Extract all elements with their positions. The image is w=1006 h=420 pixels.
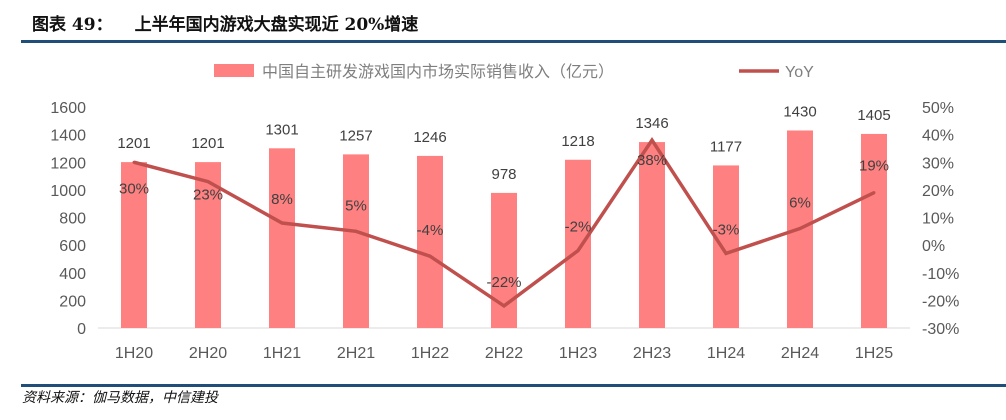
yoy-label: -2% xyxy=(565,219,592,236)
bar-value-label: 1257 xyxy=(339,127,372,144)
bar xyxy=(417,155,443,328)
bar-value-label: 1346 xyxy=(635,115,668,132)
bar-value-label: 1405 xyxy=(857,107,890,124)
x-tick-label: 2H20 xyxy=(189,345,227,362)
right-tick-label: 40% xyxy=(922,128,954,145)
yoy-label: 30% xyxy=(119,180,149,197)
bar-value-label: 1430 xyxy=(783,103,816,120)
bar xyxy=(861,133,887,328)
figure-title-text: 上半年国内游戏大盘实现近 20%增速 xyxy=(134,15,419,35)
yoy-label: 23% xyxy=(193,187,223,204)
x-tick-label: 2H24 xyxy=(781,345,819,362)
left-tick-label: 1400 xyxy=(50,128,86,145)
x-tick-label: 1H20 xyxy=(115,345,153,362)
top-rule xyxy=(21,40,1006,43)
yoy-label: 5% xyxy=(345,197,367,214)
bar xyxy=(343,154,369,328)
bar-value-label: 1177 xyxy=(710,138,742,155)
bar-value-label: 1201 xyxy=(191,135,224,152)
x-tick-label: 1H25 xyxy=(855,345,893,362)
bar xyxy=(121,162,147,328)
yoy-label: -22% xyxy=(486,274,521,291)
left-tick-label: 800 xyxy=(59,211,86,228)
yoy-point xyxy=(724,251,728,255)
yoy-label: 6% xyxy=(789,195,811,212)
left-tick-label: 600 xyxy=(59,238,86,255)
bar xyxy=(713,165,739,328)
legend-bar-swatch xyxy=(214,64,254,77)
x-tick-label: 2H21 xyxy=(337,345,375,362)
legend-bar-label: 中国自主研发游戏国内市场实际销售收入（亿元） xyxy=(262,63,614,81)
x-tick-label: 1H21 xyxy=(263,345,301,362)
bar-value-label: 1301 xyxy=(265,121,298,138)
yoy-point xyxy=(872,191,876,195)
left-tick-label: 1600 xyxy=(50,100,86,117)
left-tick-label: 0 xyxy=(77,321,86,338)
x-tick-label: 2H23 xyxy=(633,345,671,362)
bottom-rule xyxy=(21,384,1006,387)
yoy-point xyxy=(650,138,654,142)
yoy-point xyxy=(206,180,210,184)
yoy-point xyxy=(132,160,136,164)
right-tick-label: 50% xyxy=(922,100,954,117)
bar xyxy=(565,159,591,328)
bar xyxy=(639,142,665,328)
yoy-point xyxy=(502,304,506,308)
x-tick-label: 1H23 xyxy=(559,345,597,362)
right-tick-label: -30% xyxy=(922,321,959,338)
left-tick-label: 1000 xyxy=(50,183,86,200)
bar-value-label: 1218 xyxy=(561,133,594,150)
yoy-label: 19% xyxy=(859,158,889,175)
bar-value-label: 978 xyxy=(491,166,516,183)
bar xyxy=(195,162,221,328)
yoy-label: 8% xyxy=(271,191,293,208)
yoy-point xyxy=(428,254,432,258)
yoy-label: -4% xyxy=(417,222,444,239)
right-tick-label: -20% xyxy=(922,293,959,310)
right-tick-label: 10% xyxy=(922,211,954,228)
source-note: 资料来源：伽马数据，中信建投 xyxy=(22,389,218,405)
bar-value-label: 1246 xyxy=(413,129,446,146)
figure-number: 图表 49： xyxy=(32,15,113,35)
left-tick-label: 1200 xyxy=(50,155,86,172)
bar-value-label: 1201 xyxy=(117,135,150,152)
left-tick-label: 400 xyxy=(59,266,86,283)
left-tick-label: 200 xyxy=(59,293,86,310)
yoy-point xyxy=(576,249,580,253)
x-tick-label: 2H22 xyxy=(485,345,523,362)
figure-title: 图表 49： 上半年国内游戏大盘实现近 20%增速 xyxy=(32,10,418,35)
right-tick-label: 0% xyxy=(922,238,945,255)
yoy-label: -3% xyxy=(713,221,740,238)
bar xyxy=(269,148,295,328)
x-tick-label: 1H22 xyxy=(411,345,449,362)
right-tick-label: 30% xyxy=(922,155,954,172)
right-tick-label: -10% xyxy=(922,266,959,283)
yoy-point xyxy=(798,227,802,231)
yoy-point xyxy=(354,229,358,233)
yoy-label: 38% xyxy=(637,152,667,169)
right-tick-label: 20% xyxy=(922,183,954,200)
x-tick-label: 1H24 xyxy=(707,345,745,362)
yoy-point xyxy=(280,221,284,225)
legend-line-label: YoY xyxy=(785,64,814,81)
